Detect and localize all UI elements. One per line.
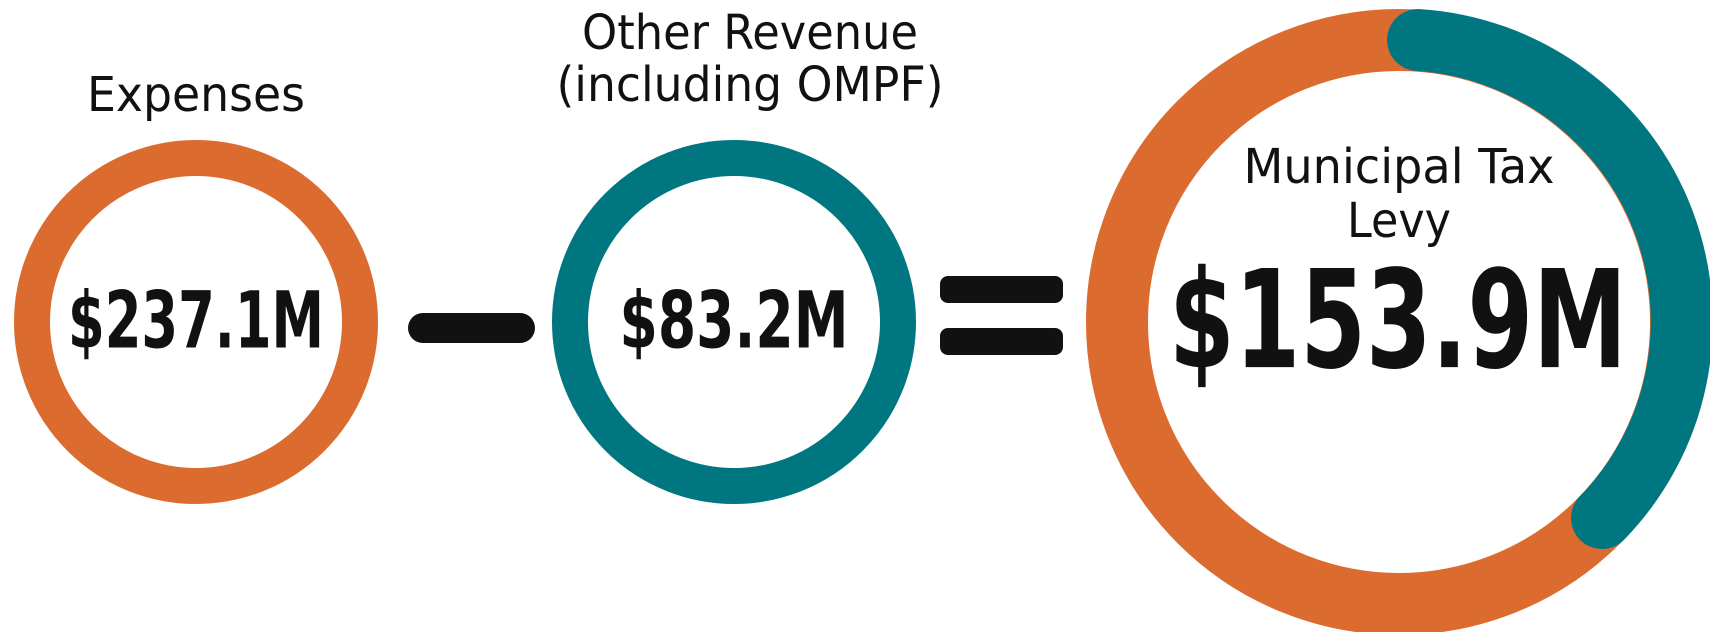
equals-sign (940, 276, 1063, 303)
other-revenue-label: (including OMPF) (557, 57, 944, 113)
tax-levy-label: Municipal Tax (1244, 139, 1555, 195)
other-revenue-ring (552, 140, 916, 504)
revenue-arc (1387, 9, 1710, 549)
expenses-label: Expenses (87, 67, 305, 123)
expenses-ring (14, 140, 378, 504)
tax-levy-label: Levy (1347, 193, 1451, 249)
other-revenue-label: Other Revenue (582, 5, 918, 61)
other-revenue-amount: $83.2M (620, 276, 849, 366)
tax-levy-amount: $153.9M (1169, 242, 1627, 400)
expenses-amount: $237.1M (68, 276, 324, 366)
equals-sign (940, 328, 1063, 355)
